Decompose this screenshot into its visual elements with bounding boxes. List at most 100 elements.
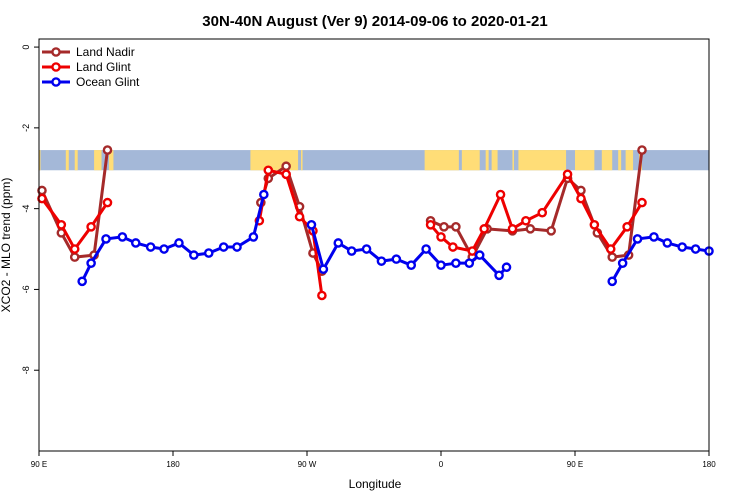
land-nadir-point xyxy=(525,224,536,234)
land-nadir-point xyxy=(607,252,618,262)
land-patch xyxy=(601,150,613,171)
x-tick-label: 0 xyxy=(439,460,444,469)
land-nadir-point xyxy=(281,161,291,172)
ocean-glint-point xyxy=(101,234,111,244)
ocean-glint-point xyxy=(232,242,242,252)
land-nadir-point xyxy=(451,222,461,232)
land-mask-band xyxy=(39,150,709,171)
chart-title: 30N-40N August (Ver 9) 2014-09-06 to 202… xyxy=(202,13,547,30)
land-nadir-point xyxy=(69,252,80,262)
ocean-glint-line xyxy=(610,235,710,283)
ocean-glint-point xyxy=(649,232,659,242)
land-patch xyxy=(424,150,459,171)
land-glint-point xyxy=(521,215,531,226)
legend-marker-land-glint xyxy=(51,62,61,72)
land-glint-point xyxy=(294,211,305,222)
y-tick-label: 0 xyxy=(21,45,31,50)
land-glint-point xyxy=(86,222,96,232)
x-axis: 90 E 180 90 W 0 90 E 180 xyxy=(31,451,716,469)
y-tick-label: -8 xyxy=(21,366,31,374)
y-tick-label: -4 xyxy=(21,205,31,213)
ocean-glint-point xyxy=(117,232,128,242)
land-glint-point xyxy=(425,220,436,230)
x-tick-label: 90 E xyxy=(567,460,583,469)
ocean-glint-point xyxy=(346,246,357,256)
ocean-glint-point xyxy=(145,242,156,252)
land-nadir-point xyxy=(102,145,113,155)
ocean-glint-point xyxy=(494,270,504,281)
ocean-glint-point xyxy=(86,258,96,268)
land-patch xyxy=(491,150,498,171)
land-glint-point xyxy=(281,169,291,180)
ocean-glint-point xyxy=(259,189,269,200)
legend-label-ocean-glint: Ocean Glint xyxy=(76,75,140,89)
x-tick-label: 90 W xyxy=(298,460,317,469)
land-patch xyxy=(575,150,595,171)
ocean-glint-point xyxy=(464,258,475,268)
land-patch xyxy=(485,150,489,171)
land-glint-point xyxy=(448,242,458,252)
land-patch xyxy=(618,150,622,171)
ocean-glint-point xyxy=(436,260,446,270)
land-glint-point xyxy=(589,220,600,230)
ocean-glint-point xyxy=(406,260,417,270)
ocean-glint-point xyxy=(662,238,673,248)
land-patch xyxy=(512,150,514,171)
land-nadir-point xyxy=(546,226,556,236)
land-glint-point xyxy=(605,244,616,254)
ocean-glint-point xyxy=(607,276,618,287)
land-glint-point xyxy=(102,197,113,208)
ocean-glint-point xyxy=(174,238,184,248)
ocean-glint-point xyxy=(617,258,628,268)
x-tick-label: 90 E xyxy=(31,460,47,469)
ocean-glint-point xyxy=(677,242,688,252)
ocean-glint-point xyxy=(376,256,387,266)
x-axis-label: Longitude xyxy=(349,477,402,491)
ocean-glint-point xyxy=(632,234,643,244)
land-glint-point xyxy=(637,197,647,208)
land-glint-point xyxy=(622,222,632,232)
land-patch xyxy=(625,150,634,171)
land-glint-point xyxy=(495,189,506,200)
ocean-glint-point xyxy=(248,232,259,242)
land-patch xyxy=(39,150,41,171)
ocean-glint-point xyxy=(218,242,229,252)
land-patch xyxy=(108,150,114,171)
x-tick-label: 180 xyxy=(166,460,180,469)
land-glint-point xyxy=(317,290,327,301)
ocean-glint-point xyxy=(474,250,485,260)
ocean-glint-point xyxy=(189,250,199,260)
land-patch xyxy=(65,150,69,171)
land-glint-point xyxy=(56,220,67,230)
land-patch xyxy=(250,150,299,171)
land-glint-point xyxy=(576,193,586,204)
series-layer xyxy=(37,145,714,301)
y-axis-label: XCO2 - MLO trend (ppm) xyxy=(0,178,13,313)
land-glint-point xyxy=(507,224,518,234)
land-glint-point xyxy=(562,169,573,180)
land-patch xyxy=(301,150,303,171)
legend-marker-land-nadir xyxy=(51,47,61,57)
ocean-glint-point xyxy=(391,254,402,264)
land-nadir-point xyxy=(637,145,647,155)
land-patch xyxy=(518,150,567,171)
y-tick-label: -2 xyxy=(21,124,31,132)
ocean-glint-point xyxy=(130,238,141,248)
ocean-glint-point xyxy=(77,276,87,287)
land-glint-point xyxy=(537,207,548,218)
ocean-glint-point xyxy=(690,244,701,254)
ocean-glint-point xyxy=(451,258,461,268)
ocean-glint-point xyxy=(333,238,344,248)
ocean-glint-point xyxy=(361,244,372,254)
land-glint-point xyxy=(69,244,80,254)
land-glint-point xyxy=(467,246,478,256)
legend-label-land-nadir: Land Nadir xyxy=(76,45,135,59)
land-glint-point xyxy=(37,193,47,204)
land-patch xyxy=(74,150,78,171)
ocean-glint-point xyxy=(421,244,431,254)
ocean-glint-point xyxy=(318,264,329,275)
plot-frame xyxy=(38,38,710,452)
y-tick-label: -6 xyxy=(21,285,31,293)
